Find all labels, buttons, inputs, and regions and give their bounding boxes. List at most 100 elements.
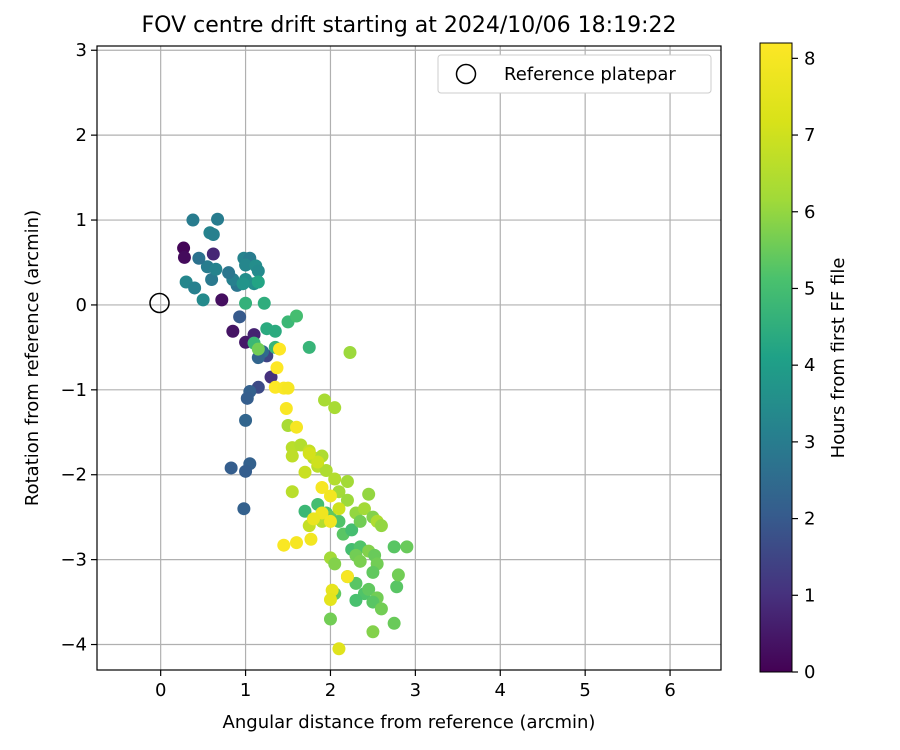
x-tick-label: 4: [495, 680, 506, 701]
data-point: [387, 540, 401, 554]
colorbar-tick-label: 5: [804, 278, 815, 299]
data-point: [177, 241, 191, 255]
data-point: [328, 557, 342, 571]
y-tick-label: −4: [60, 635, 87, 656]
data-point: [390, 580, 404, 594]
data-point: [366, 565, 380, 579]
data-point: [340, 475, 354, 489]
colorbar-gradient: [759, 42, 793, 673]
data-point: [270, 361, 284, 375]
x-tick-label: 3: [410, 680, 421, 701]
data-points: [177, 212, 414, 656]
data-point: [374, 519, 388, 533]
data-point: [196, 293, 210, 307]
legend-label: Reference platepar: [504, 64, 676, 85]
legend-marker: [455, 63, 477, 85]
data-point: [340, 493, 354, 507]
data-point: [277, 538, 291, 552]
data-point: [177, 250, 191, 264]
data-point: [328, 472, 342, 486]
legend: Reference platepar: [437, 54, 712, 94]
data-point: [215, 293, 229, 307]
data-point: [251, 275, 265, 289]
colorbar-tick-label: 6: [804, 202, 815, 223]
y-tick-label: 1: [76, 210, 87, 231]
data-point: [353, 514, 367, 528]
data-point: [318, 393, 332, 407]
chart-title: FOV centre drift starting at 2024/10/06 …: [142, 13, 677, 38]
colorbar-tick-label: 3: [804, 432, 815, 453]
reference-marker: [149, 292, 170, 314]
data-point: [188, 281, 202, 295]
data-point: [206, 247, 220, 261]
data-point: [237, 502, 251, 516]
data-point: [239, 464, 253, 478]
data-point: [391, 568, 405, 582]
data-point: [319, 463, 333, 477]
x-tick-label: 5: [579, 680, 590, 701]
data-point: [251, 264, 265, 278]
data-point: [236, 277, 250, 291]
data-point: [290, 420, 304, 434]
data-point: [257, 296, 271, 310]
data-point: [273, 342, 287, 356]
data-point: [302, 340, 316, 354]
data-point: [387, 616, 401, 630]
data-point: [328, 401, 342, 415]
data-point: [186, 213, 200, 227]
grid: [97, 46, 721, 670]
data-point: [340, 570, 354, 584]
y-axis: −4 −3 −2 −1 0 1 2 3: [60, 40, 97, 656]
data-point: [251, 342, 265, 356]
data-point: [209, 262, 223, 276]
y-tick-label: −2: [60, 465, 87, 486]
data-point: [311, 455, 325, 469]
y-tick-label: 0: [76, 295, 87, 316]
data-point: [226, 324, 240, 338]
data-point: [357, 502, 371, 516]
data-point: [302, 447, 316, 461]
data-point: [205, 272, 219, 286]
data-point: [306, 512, 320, 526]
y-tick-label: 2: [76, 125, 87, 146]
colorbar-tick-label: 1: [804, 585, 815, 606]
data-point: [332, 502, 346, 516]
x-tick-label: 2: [325, 680, 336, 701]
data-point: [343, 345, 357, 359]
data-point: [239, 413, 253, 427]
colorbar: 0 1 2 3 4 5 6 7 8 Hours from first FF file: [759, 42, 849, 683]
colorbar-tick-label: 8: [804, 48, 815, 69]
data-point: [224, 461, 238, 475]
data-point: [298, 465, 312, 479]
data-point: [192, 251, 206, 265]
data-point: [240, 391, 254, 405]
data-point: [211, 212, 225, 226]
data-point: [332, 642, 346, 656]
colorbar-label: Hours from first FF file: [828, 258, 849, 459]
data-point: [400, 540, 414, 554]
y-tick-label: 3: [76, 40, 87, 61]
x-axis: 0 1 2 3 4 5 6: [155, 670, 676, 701]
plot-frame: [96, 45, 722, 671]
data-point: [281, 381, 295, 395]
data-point: [285, 449, 299, 463]
data-point: [362, 582, 376, 596]
data-point: [353, 554, 367, 568]
data-point: [290, 536, 304, 550]
data-point: [315, 480, 329, 494]
data-point: [362, 487, 376, 501]
data-point: [285, 485, 299, 499]
data-point: [345, 523, 359, 537]
data-point: [304, 532, 318, 546]
data-point: [268, 324, 282, 338]
y-tick-label: −1: [60, 380, 87, 401]
x-axis-title: Angular distance from reference (arcmin): [223, 712, 596, 733]
y-axis-title: Rotation from reference (arcmin): [22, 210, 43, 506]
colorbar-tick-label: 2: [804, 509, 815, 530]
data-point: [323, 489, 337, 503]
data-point: [279, 402, 293, 416]
y-tick-label: −3: [60, 550, 87, 571]
colorbar-tick-label: 0: [804, 662, 815, 683]
legend-box: [437, 54, 712, 94]
